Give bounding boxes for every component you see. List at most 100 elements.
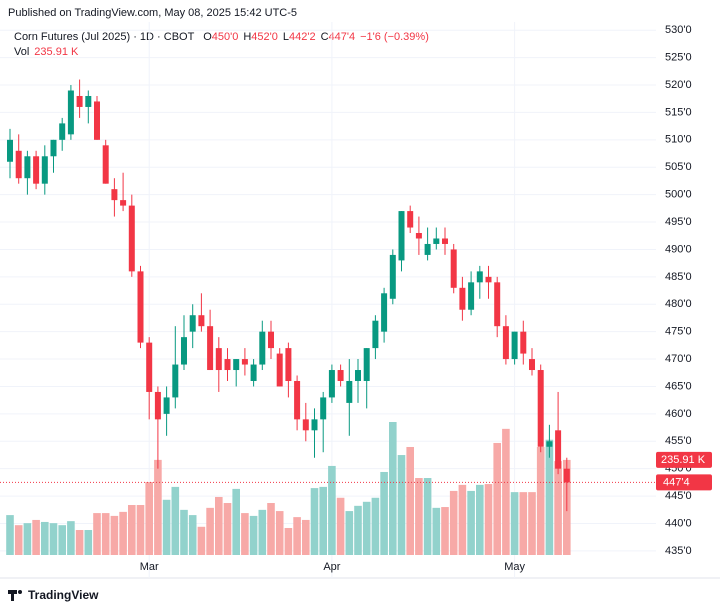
volume-bar	[128, 505, 136, 555]
brand-logo	[8, 590, 22, 601]
candle-body	[398, 211, 405, 261]
volume-bar	[101, 513, 110, 555]
candle-body	[294, 380, 301, 420]
volume-bar	[14, 525, 23, 555]
candle-body	[494, 282, 501, 327]
volume-bar	[476, 484, 484, 555]
candle-body	[59, 123, 66, 140]
candle-body	[363, 348, 370, 381]
ohlc-value: 442'2	[289, 31, 316, 43]
y-tick-label: 435'0	[665, 545, 692, 557]
volume-bar	[180, 509, 188, 555]
brand: TradingView	[28, 588, 99, 602]
candle-body	[102, 145, 109, 184]
y-tick-label: 460'0	[665, 408, 692, 420]
candle-body	[476, 271, 483, 283]
volume-bar	[328, 465, 336, 555]
last-price-label: 447'4	[663, 476, 690, 488]
volume-bar	[519, 492, 528, 555]
ohlc-key: L	[283, 31, 289, 43]
candle-body	[24, 156, 31, 179]
volume-bar	[336, 497, 345, 555]
volume-bar	[267, 503, 275, 555]
volume-bar	[536, 446, 545, 555]
y-tick-label: 455'0	[665, 435, 692, 447]
volume-bar	[275, 511, 284, 555]
candle-body	[76, 95, 83, 107]
volume-bar	[110, 515, 119, 555]
y-tick-label: 510'0	[665, 134, 692, 146]
candle-body	[7, 139, 13, 162]
y-tick-label: 470'0	[665, 353, 692, 365]
volume-bar	[93, 513, 101, 555]
volume-bar	[284, 527, 293, 555]
candle-body	[346, 380, 353, 403]
y-tick-label: 525'0	[665, 52, 692, 64]
volume-bar	[258, 509, 267, 555]
candle-body	[442, 238, 448, 244]
volume-bar	[197, 526, 206, 555]
volume-bar	[467, 490, 475, 555]
y-tick-label: 495'0	[665, 216, 692, 228]
y-tick-label: 485'0	[665, 271, 692, 283]
candle-body	[67, 90, 74, 135]
candle-body	[485, 276, 492, 283]
candle-body	[302, 419, 309, 431]
volume-bar	[171, 486, 180, 555]
candle-body	[94, 101, 100, 140]
volume-tag	[656, 451, 712, 468]
volume-bar	[502, 428, 510, 555]
volume-bar	[41, 521, 49, 555]
published-note: Published on TradingView.com, May 08, 20…	[8, 7, 297, 19]
candle-body	[381, 293, 388, 332]
volume-bar	[6, 515, 14, 555]
volume-bar	[154, 459, 162, 555]
candle-body	[389, 254, 396, 299]
change: −1'6 (−0.39%)	[360, 31, 429, 43]
candle-body	[450, 249, 457, 288]
volume-bar	[554, 461, 562, 555]
volume-bar	[423, 478, 432, 555]
volume-bars	[6, 422, 571, 555]
candle-body	[250, 364, 257, 381]
last-price-tag	[656, 474, 712, 491]
volume-bar	[345, 511, 354, 555]
candle-body	[372, 320, 379, 349]
x-tick-label: Apr	[323, 561, 340, 573]
candle-body	[563, 468, 570, 483]
volume-bar	[145, 482, 153, 555]
volume-bar	[232, 488, 240, 555]
candle-body	[537, 370, 544, 447]
candle-body	[468, 282, 475, 310]
candles	[7, 79, 570, 512]
y-tick-label: 490'0	[665, 243, 692, 255]
ohlc-value: 447'4	[329, 31, 356, 43]
volume-bar	[528, 492, 536, 555]
volume-bar	[162, 499, 171, 555]
ohlc-value: 452'0	[251, 31, 278, 43]
x-tick-label: Mar	[140, 561, 159, 573]
volume-bar	[371, 497, 380, 555]
volume-legend: Vol 235.91 K	[14, 46, 79, 58]
volume-bar	[215, 496, 223, 555]
candle-body	[268, 331, 274, 349]
y-tick-label: 515'0	[665, 106, 692, 118]
volume-bar	[136, 505, 145, 555]
candle-body	[241, 359, 248, 365]
symbol: Corn Futures (Jul 2025) · 1D · CBOT	[14, 31, 195, 43]
candle-body	[511, 331, 518, 360]
volume-bar	[545, 439, 554, 555]
y-tick-label: 530'0	[665, 24, 692, 36]
candle-body	[546, 441, 553, 447]
candle-body	[276, 353, 283, 387]
candle-body	[85, 95, 92, 107]
volume-bar	[362, 501, 371, 555]
volume-bar	[67, 521, 75, 555]
candle-body	[415, 233, 422, 239]
y-tick-label: 480'0	[665, 298, 692, 310]
candle-body	[137, 271, 144, 343]
candle-body	[337, 370, 344, 381]
candle-body	[424, 243, 431, 255]
y-tick-label: 475'0	[665, 326, 692, 338]
candle-body	[181, 337, 187, 365]
